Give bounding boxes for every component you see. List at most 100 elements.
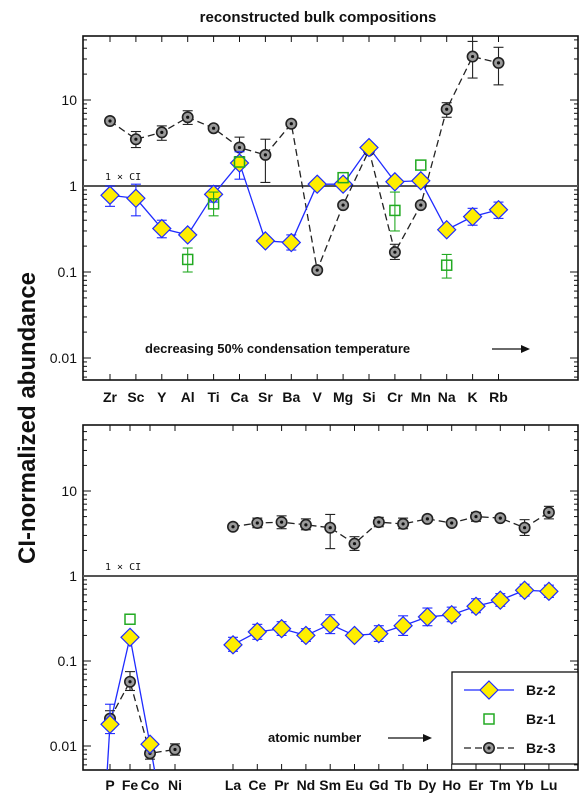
data-point-center bbox=[474, 514, 478, 519]
data-point bbox=[440, 259, 453, 271]
series-bz-2-line bbox=[109, 146, 499, 244]
x-tick-label: Al bbox=[181, 389, 195, 405]
x-tick-label: Sr bbox=[258, 389, 273, 405]
y-tick-label: 0.01 bbox=[50, 350, 77, 366]
data-point-center bbox=[450, 521, 454, 525]
data-point bbox=[415, 159, 427, 171]
data-point-center bbox=[496, 61, 501, 65]
x-tick-label: Co bbox=[141, 777, 160, 793]
data-point-center bbox=[304, 523, 308, 527]
legend-marker bbox=[483, 713, 495, 725]
data-point-center bbox=[160, 130, 164, 135]
data-point-center bbox=[328, 526, 332, 530]
data-point bbox=[389, 204, 401, 217]
data-point-center bbox=[263, 153, 267, 157]
data-point-center bbox=[134, 137, 138, 141]
legend-label: Bz-3 bbox=[526, 740, 556, 756]
annotation: atomic number bbox=[268, 730, 361, 745]
x-tick-label: Ti bbox=[207, 389, 219, 405]
data-point bbox=[296, 625, 316, 646]
series-bz-1-points bbox=[181, 156, 453, 279]
data-point bbox=[344, 625, 365, 646]
data-point-center bbox=[315, 268, 319, 272]
legend-label: Bz-1 bbox=[526, 711, 556, 727]
annotation: decreasing 50% condensation temperature bbox=[145, 341, 410, 356]
x-tick-label: Dy bbox=[418, 777, 436, 793]
data-point bbox=[151, 218, 172, 239]
data-point bbox=[271, 618, 292, 639]
legend: Bz-2 Bz-1 Bz-3 bbox=[451, 671, 579, 765]
series-bz-3-points bbox=[104, 40, 505, 277]
data-point bbox=[462, 206, 483, 227]
data-point bbox=[385, 171, 405, 192]
x-tick-label: Tm bbox=[490, 777, 511, 793]
series-bz-2-points bbox=[100, 580, 559, 755]
data-point bbox=[490, 590, 511, 610]
panel-bottom: 0.01 0.1 1 10 1 × CI P Fe Co Ni La Ce Pr Nd Sm Eu Gd Tb D… bbox=[50, 424, 579, 793]
panel-top: 0.01 0.1 1 10 1 × CI Zr Sc Y Al Ti Ca Sr Ba V Mg Si Cr Mn… bbox=[50, 35, 579, 405]
chart-title: reconstructed bulk compositions bbox=[200, 9, 437, 26]
y-tick-label: 0.1 bbox=[58, 653, 78, 669]
data-point bbox=[307, 174, 328, 195]
data-point bbox=[124, 613, 136, 625]
data-point-center bbox=[401, 522, 405, 526]
data-point-center bbox=[280, 520, 284, 524]
x-tick-label: Ho bbox=[442, 777, 461, 793]
data-point bbox=[393, 615, 413, 636]
legend-label: Bz-2 bbox=[526, 682, 556, 698]
x-tick-label: Ce bbox=[248, 777, 266, 793]
data-point bbox=[100, 714, 120, 735]
data-point bbox=[441, 604, 462, 625]
data-point-center bbox=[425, 517, 429, 521]
data-point bbox=[177, 225, 198, 245]
data-point-center bbox=[498, 516, 502, 520]
y-tick-label: 0.01 bbox=[50, 738, 77, 754]
x-tick-label: Yb bbox=[516, 777, 534, 793]
data-point bbox=[320, 614, 341, 635]
data-point bbox=[140, 734, 160, 755]
y-axis-label: CI-normalized abundance bbox=[14, 272, 41, 564]
data-point-center bbox=[523, 526, 527, 530]
x-tick-label: La bbox=[225, 777, 242, 793]
data-point bbox=[410, 170, 431, 191]
data-point bbox=[417, 607, 438, 627]
data-point bbox=[255, 231, 276, 251]
x-tick-label: Nd bbox=[297, 777, 316, 793]
y-tick-label: 10 bbox=[61, 483, 77, 499]
x-tick-label: V bbox=[313, 389, 323, 405]
annotation-arrowhead bbox=[521, 345, 530, 353]
x-tick-label: Sc bbox=[127, 389, 144, 405]
data-point-center bbox=[212, 126, 216, 130]
x-tick-label: Fe bbox=[122, 777, 139, 793]
x-tick-label: Y bbox=[157, 389, 167, 405]
y-tick-label: 1 bbox=[69, 178, 77, 194]
data-point bbox=[247, 622, 268, 642]
legend-marker-center bbox=[487, 746, 491, 750]
x-tick-label: Lu bbox=[540, 777, 557, 793]
data-point bbox=[539, 581, 559, 602]
data-point bbox=[359, 137, 379, 158]
x-tick-label: Rb bbox=[489, 389, 508, 405]
x-tick-label: Mg bbox=[333, 389, 353, 405]
series-line-segment bbox=[109, 680, 176, 755]
legend-marker bbox=[479, 680, 499, 700]
reference-line-label: 1 × CI bbox=[105, 562, 141, 573]
data-point bbox=[181, 253, 194, 266]
data-point-center bbox=[128, 680, 132, 684]
x-tick-label: Pr bbox=[274, 777, 289, 793]
x-tick-label: Cr bbox=[387, 389, 403, 405]
x-tick-label: Er bbox=[469, 777, 484, 793]
data-point-center bbox=[173, 747, 177, 752]
data-point bbox=[337, 171, 349, 184]
x-tick-label: Ba bbox=[282, 389, 300, 405]
data-layer bbox=[100, 505, 559, 770]
data-point bbox=[126, 188, 146, 209]
plot-frame bbox=[82, 35, 579, 381]
x-tick-label: Ni bbox=[168, 777, 182, 793]
data-point bbox=[120, 627, 140, 648]
data-point bbox=[207, 198, 220, 210]
data-point-center bbox=[186, 115, 190, 119]
data-point-center bbox=[419, 203, 423, 207]
x-tick-label: Na bbox=[438, 389, 456, 405]
